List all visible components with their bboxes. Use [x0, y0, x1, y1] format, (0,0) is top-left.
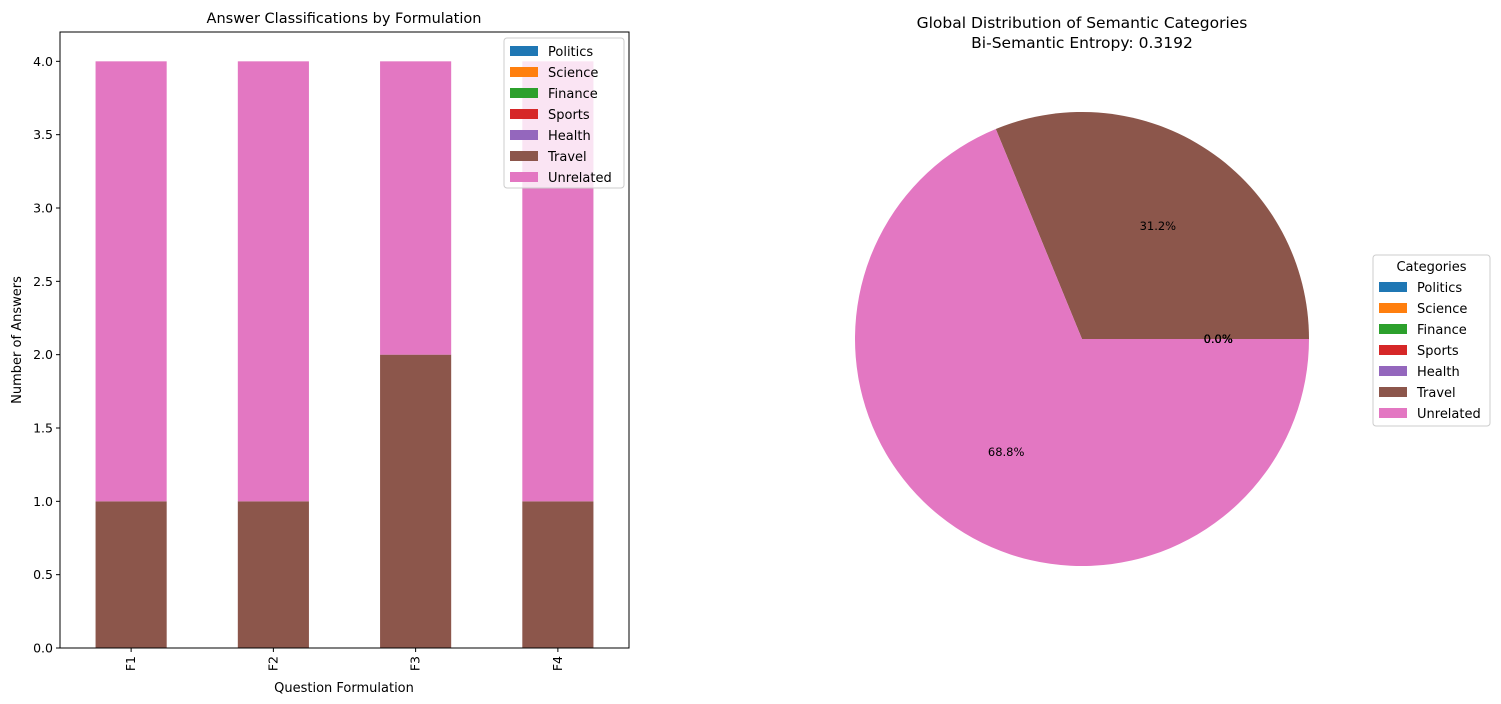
bar-chart: Answer Classifications by Formulation F1…: [10, 11, 630, 696]
bar-legend-label: Sports: [548, 108, 590, 123]
y-tick-label: 2.5: [33, 274, 53, 289]
bar-axes-frame: [59, 31, 630, 649]
y-tick-label: 0.0: [33, 641, 53, 656]
pie-chart-title-line-1: Global Distribution of Semantic Categori…: [917, 14, 1248, 32]
bar-segment-F4-travel: [522, 501, 594, 648]
y-tick-label: 1.5: [33, 421, 53, 436]
pie-legend-title: Categories: [1396, 260, 1466, 275]
pie-legend-label: Travel: [1416, 386, 1456, 401]
bar-legend-swatch-health: [510, 130, 538, 140]
pie-legend-swatch-politics: [1379, 282, 1407, 292]
y-tick-label: 0.5: [33, 567, 53, 582]
pie-legend-swatch-travel: [1379, 387, 1407, 397]
pie-legend-label: Sports: [1417, 344, 1459, 359]
pie-legend: Categories Politics Science Finance Sports He…: [1372, 254, 1491, 427]
bar-segment-F1-unrelated: [95, 61, 167, 502]
pie-legend-swatch-science: [1379, 303, 1407, 313]
pie-percent-label-travel: 31.2%: [1140, 219, 1177, 233]
bar-segment-F2-travel: [237, 501, 309, 648]
pie-legend-swatch-health: [1379, 366, 1407, 376]
pie-legend-label: Science: [1417, 302, 1467, 317]
bar-legend-swatch-unrelated: [510, 172, 538, 182]
bar-legend-label: Health: [548, 129, 591, 144]
bar-legend-label: Science: [548, 66, 598, 81]
pie-labels: 0.0%0.0%0.0%0.0%0.0%31.2%68.8%: [988, 219, 1233, 459]
pie-percent-label-sports: 0.0%: [1204, 332, 1233, 346]
bar-segment-F1-travel: [95, 501, 167, 648]
pie-legend-swatch-finance: [1379, 324, 1407, 334]
pie-chart-title-line-2: Bi-Semantic Entropy: 0.3192: [971, 34, 1193, 52]
bar-legend: Politics Science Finance Sports Health Travel…: [503, 37, 625, 189]
bar-segment-F2-unrelated: [237, 61, 309, 502]
pie-percent-label-health: 0.0%: [1204, 332, 1233, 346]
bar-chart-title: Answer Classifications by Formulation: [207, 11, 482, 27]
x-tick-label: F1: [123, 656, 138, 671]
bar-segment-F3-travel: [380, 354, 452, 648]
bar-legend-label: Politics: [548, 45, 593, 60]
pie-legend-label: Politics: [1417, 281, 1462, 296]
bar-legend-swatch-travel: [510, 151, 538, 161]
pie-slice-unrelated: [855, 129, 1309, 566]
pie-slices: [855, 111, 1309, 566]
pie-legend-swatch-sports: [1379, 345, 1407, 355]
bar-legend-label: Travel: [547, 150, 587, 165]
pie-legend-label: Finance: [1417, 323, 1467, 338]
bar-legend-label: Unrelated: [548, 171, 612, 186]
y-tick-label: 1.0: [33, 494, 53, 509]
pie-legend-frame: [1372, 254, 1491, 427]
pie-percent-label-science: 0.0%: [1204, 332, 1233, 346]
pie-percent-label-politics: 0.0%: [1204, 332, 1233, 346]
x-tick-label: F3: [408, 656, 423, 671]
x-axis-label: Question Formulation: [274, 681, 414, 696]
bar-legend-swatch-finance: [510, 88, 538, 98]
bar-legend-label: Finance: [548, 87, 598, 102]
y-tick-label: 3.5: [33, 127, 53, 142]
pie-legend-label: Health: [1417, 365, 1460, 380]
y-tick-label: 2.0: [33, 347, 53, 362]
bar-legend-swatch-science: [510, 67, 538, 77]
pie-slice-travel: [995, 111, 1309, 339]
pie-percent-label-unrelated: 68.8%: [988, 445, 1025, 459]
pie-legend-label: Unrelated: [1417, 407, 1481, 422]
pie-percent-label-finance: 0.0%: [1204, 332, 1233, 346]
y-tick-label: 4.0: [33, 54, 53, 69]
bar-segment-F3-unrelated: [380, 61, 452, 355]
pie-legend-swatch-unrelated: [1379, 408, 1407, 418]
x-tick-label: F2: [265, 656, 280, 671]
y-axis-label: Number of Answers: [10, 276, 25, 404]
x-tick-label: F4: [550, 656, 565, 671]
pie-chart: Global Distribution of Semantic Categori…: [855, 14, 1491, 566]
bar-legend-swatch-politics: [510, 46, 538, 56]
bar-legend-swatch-sports: [510, 109, 538, 119]
y-tick-label: 3.0: [33, 201, 53, 216]
